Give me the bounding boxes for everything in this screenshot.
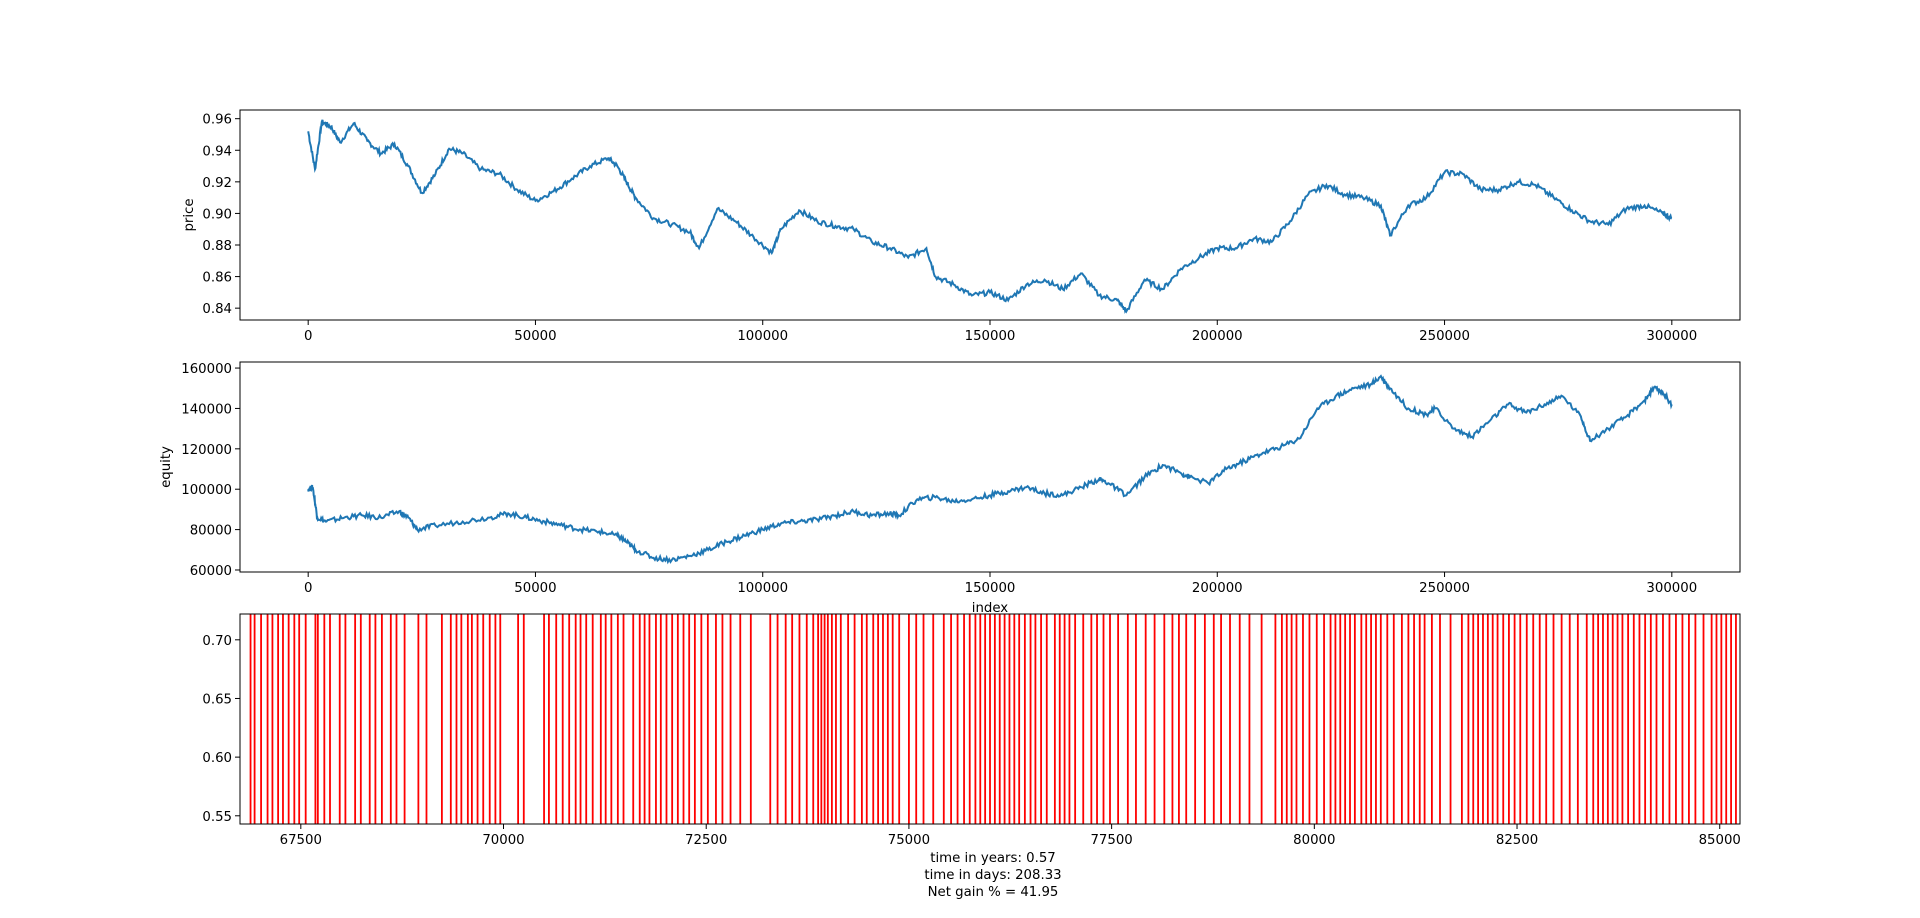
equity-x-tick-label: 150000 [965, 581, 1016, 596]
event-lines [249, 614, 1737, 824]
price-x-tick-label: 50000 [514, 329, 556, 344]
equity-y-tick-label: 120000 [181, 443, 232, 458]
equity-y-tick-label: 60000 [190, 564, 232, 579]
price-y-tick-label: 0.84 [202, 302, 232, 317]
equity-subplot: 0 50000 100000 150000 200000 250000 300000 600… [159, 361, 1741, 616]
price-y-tick-label: 0.92 [202, 176, 232, 191]
events-y-ticks: 0.55 0.60 0.65 0.70 [202, 634, 240, 825]
events-y-tick-label: 0.65 [202, 692, 232, 707]
events-x-tick-label: 80000 [1293, 833, 1335, 848]
equity-x-tick-label: 50000 [514, 581, 556, 596]
equity-x-tick-label: 100000 [737, 581, 788, 596]
events-y-tick-label: 0.70 [202, 634, 232, 649]
footer-days: time in days: 208.33 [924, 868, 1061, 883]
price-y-tick-label: 0.86 [202, 271, 232, 286]
equity-y-tick-label: 80000 [190, 524, 232, 539]
events-x-tick-label: 82500 [1496, 833, 1538, 848]
price-subplot: 0 50000 100000 150000 200000 250000 300000 0.8… [182, 109, 1741, 344]
price-x-tick-label: 100000 [737, 329, 788, 344]
equity-x-tick-label: 0 [304, 581, 312, 596]
equity-y-tick-label: 100000 [181, 483, 232, 498]
events-x-tick-label: 75000 [888, 833, 930, 848]
events-x-tick-label: 85000 [1699, 833, 1741, 848]
events-axes-frame [239, 613, 1741, 825]
equity-y-tick-label: 140000 [181, 402, 232, 417]
price-series-line [307, 119, 1673, 315]
equity-x-tick-label: 300000 [1646, 581, 1697, 596]
events-y-tick-label: 0.60 [202, 751, 232, 766]
price-x-tick-label: 200000 [1192, 329, 1243, 344]
equity-x-tick-label: 200000 [1192, 581, 1243, 596]
events-subplot: 67500 70000 72500 75000 77500 80000 82500 85000… [202, 613, 1741, 848]
equity-x-tick-label: 250000 [1419, 581, 1470, 596]
equity-y-axis-label: equity [159, 446, 174, 488]
price-y-ticks: 0.84 0.86 0.88 0.90 0.92 0.94 0.96 [202, 113, 240, 317]
events-y-tick-label: 0.55 [202, 810, 232, 825]
equity-x-axis-label: index [972, 601, 1009, 616]
price-y-tick-label: 0.94 [202, 144, 232, 159]
price-y-tick-label: 0.88 [202, 239, 232, 254]
price-x-tick-label: 150000 [965, 329, 1016, 344]
price-x-ticks: 0 50000 100000 150000 200000 250000 300000 [304, 320, 1697, 344]
price-y-tick-label: 0.96 [202, 113, 232, 128]
equity-y-tick-label: 160000 [181, 362, 232, 377]
footer-net-gain: Net gain % = 41.95 [928, 885, 1059, 900]
events-x-tick-label: 67500 [280, 833, 322, 848]
price-y-tick-label: 0.90 [202, 207, 232, 222]
footer-years: time in years: 0.57 [930, 851, 1056, 866]
price-x-tick-label: 0 [304, 329, 312, 344]
events-x-ticks: 67500 70000 72500 75000 77500 80000 82500 85000 [280, 824, 1741, 848]
equity-x-ticks: 0 50000 100000 150000 200000 250000 300000 [304, 572, 1697, 596]
price-x-tick-label: 250000 [1419, 329, 1470, 344]
events-x-tick-label: 72500 [685, 833, 727, 848]
equity-y-ticks: 60000 80000 100000 120000 140000 160000 [181, 362, 240, 579]
events-x-tick-label: 70000 [482, 833, 524, 848]
equity-series-line [307, 374, 1673, 565]
price-y-axis-label: price [182, 198, 197, 231]
events-x-tick-label: 77500 [1090, 833, 1132, 848]
price-x-tick-label: 300000 [1646, 329, 1697, 344]
